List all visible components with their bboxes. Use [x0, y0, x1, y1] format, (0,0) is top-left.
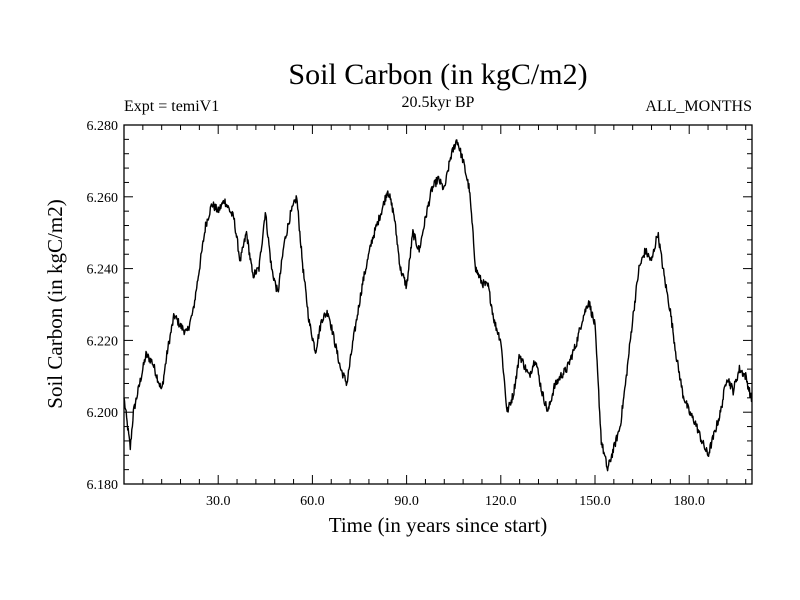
right-label: ALL_MONTHS [645, 98, 752, 115]
y-tick-label: 6.180 [87, 478, 119, 493]
chart-title: Soil Carbon (in kgC/m2) [288, 58, 587, 91]
x-axis-label: Time (in years since start) [329, 513, 548, 537]
x-tick-label: 150.0 [579, 494, 611, 509]
y-tick-labels: 6.180 6.200 6.220 6.240 6.260 6.280 [87, 119, 119, 493]
x-tick-label: 120.0 [485, 494, 517, 509]
y-tick-label: 6.280 [87, 119, 119, 134]
y-tick-label: 6.240 [87, 263, 119, 278]
subtitle: 20.5kyr BP [402, 94, 475, 111]
plot-frame [123, 124, 753, 485]
axis-ticks [124, 124, 752, 485]
x-tick-label: 180.0 [673, 494, 705, 509]
x-tick-label: 30.0 [206, 494, 231, 509]
y-tick-label: 6.260 [87, 191, 119, 206]
y-axis-label: Soil Carbon (in kgC/m2) [43, 199, 67, 408]
y-tick-label: 6.200 [87, 406, 119, 421]
x-tick-labels: 30.0 60.0 90.0 120.0 150.0 180.0 [206, 494, 705, 509]
left-label: Expt = temiV1 [124, 98, 219, 115]
series-line-soil-carbon [123, 139, 753, 472]
y-tick-label: 6.220 [87, 334, 119, 349]
x-tick-label: 60.0 [300, 494, 325, 509]
x-tick-label: 90.0 [394, 494, 419, 509]
